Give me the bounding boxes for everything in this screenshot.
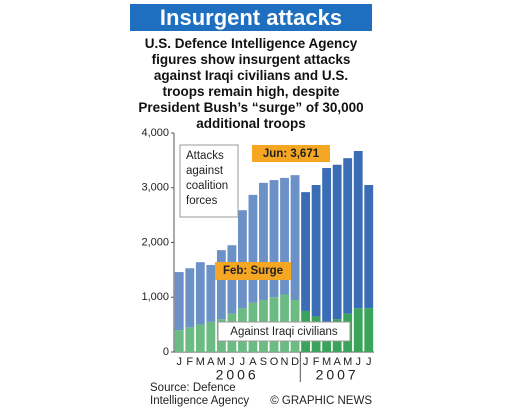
x-tick-label: S <box>260 356 267 368</box>
source: Source: Defence Intelligence Agency <box>150 382 249 407</box>
x-tick-label: J <box>229 356 235 368</box>
bar-segment <box>364 185 374 309</box>
x-tick-label: M <box>217 356 226 368</box>
bar-segment <box>206 321 216 352</box>
annotation: Feb: Surge <box>223 265 283 277</box>
bar-segment <box>195 262 205 325</box>
x-tick-label: M <box>196 356 205 368</box>
bar-segment <box>269 180 279 298</box>
x-tick-label: J <box>240 356 246 368</box>
bar-segment <box>259 182 268 300</box>
bar-segment <box>185 268 195 328</box>
bar-segment <box>290 175 300 300</box>
x-tick-label: N <box>281 356 289 368</box>
bar-segment <box>343 158 353 314</box>
legend-label: Against Iraqi civilians <box>230 326 338 338</box>
x-tick-label: A <box>249 356 257 368</box>
bar-segment <box>174 272 184 331</box>
callout-box <box>215 262 291 280</box>
bar-segment <box>364 308 374 352</box>
bar-segment <box>322 168 332 322</box>
x-tick-label: J <box>177 356 183 368</box>
x-tick-label: A <box>333 356 341 368</box>
y-tick-label: 3,000 <box>141 182 169 194</box>
bar-segment <box>311 185 321 317</box>
x-tick-label: F <box>313 356 320 368</box>
bar-segment <box>280 177 289 295</box>
bar-segment <box>248 194 258 303</box>
x-tick-label: O <box>270 356 279 368</box>
y-tick-label: 4,000 <box>141 127 169 139</box>
bar-segment <box>195 324 205 352</box>
legend-box <box>179 144 239 218</box>
chart-title: Insurgent attacks <box>130 4 372 31</box>
year-label: 2006 <box>216 367 259 383</box>
legend-box <box>217 321 351 342</box>
x-tick-label: M <box>322 356 331 368</box>
x-tick-label: M <box>343 356 352 368</box>
x-tick-label: J <box>366 356 372 368</box>
bar-segment <box>301 192 310 311</box>
bar-segment <box>238 210 247 309</box>
x-tick-label: D <box>291 356 299 368</box>
bar-segment <box>353 308 363 352</box>
bar-segment <box>332 164 342 320</box>
x-tick-label: F <box>186 356 193 368</box>
x-tick-label: A <box>207 356 215 368</box>
bar-segment <box>185 327 195 352</box>
y-tick-label: 1,000 <box>141 291 169 303</box>
bar-segment <box>206 264 216 322</box>
x-tick-label: J <box>355 356 361 368</box>
year-label: 2007 <box>316 367 359 383</box>
chart-subtitle: U.S. Defence Intelligence Agency figures… <box>138 36 364 131</box>
bar-segment <box>174 330 184 352</box>
legend-label: Attacks against coalition forces <box>186 150 228 207</box>
bar-segment <box>353 151 363 309</box>
y-tick-label: 2,000 <box>141 236 169 248</box>
bar-segment <box>216 250 226 320</box>
callout-box <box>252 145 330 162</box>
annotation: Jun: 3,671 <box>263 148 320 160</box>
credit: © GRAPHIC NEWS <box>270 395 372 407</box>
x-tick-label: J <box>303 356 309 368</box>
y-tick-label: 0 <box>163 346 169 358</box>
